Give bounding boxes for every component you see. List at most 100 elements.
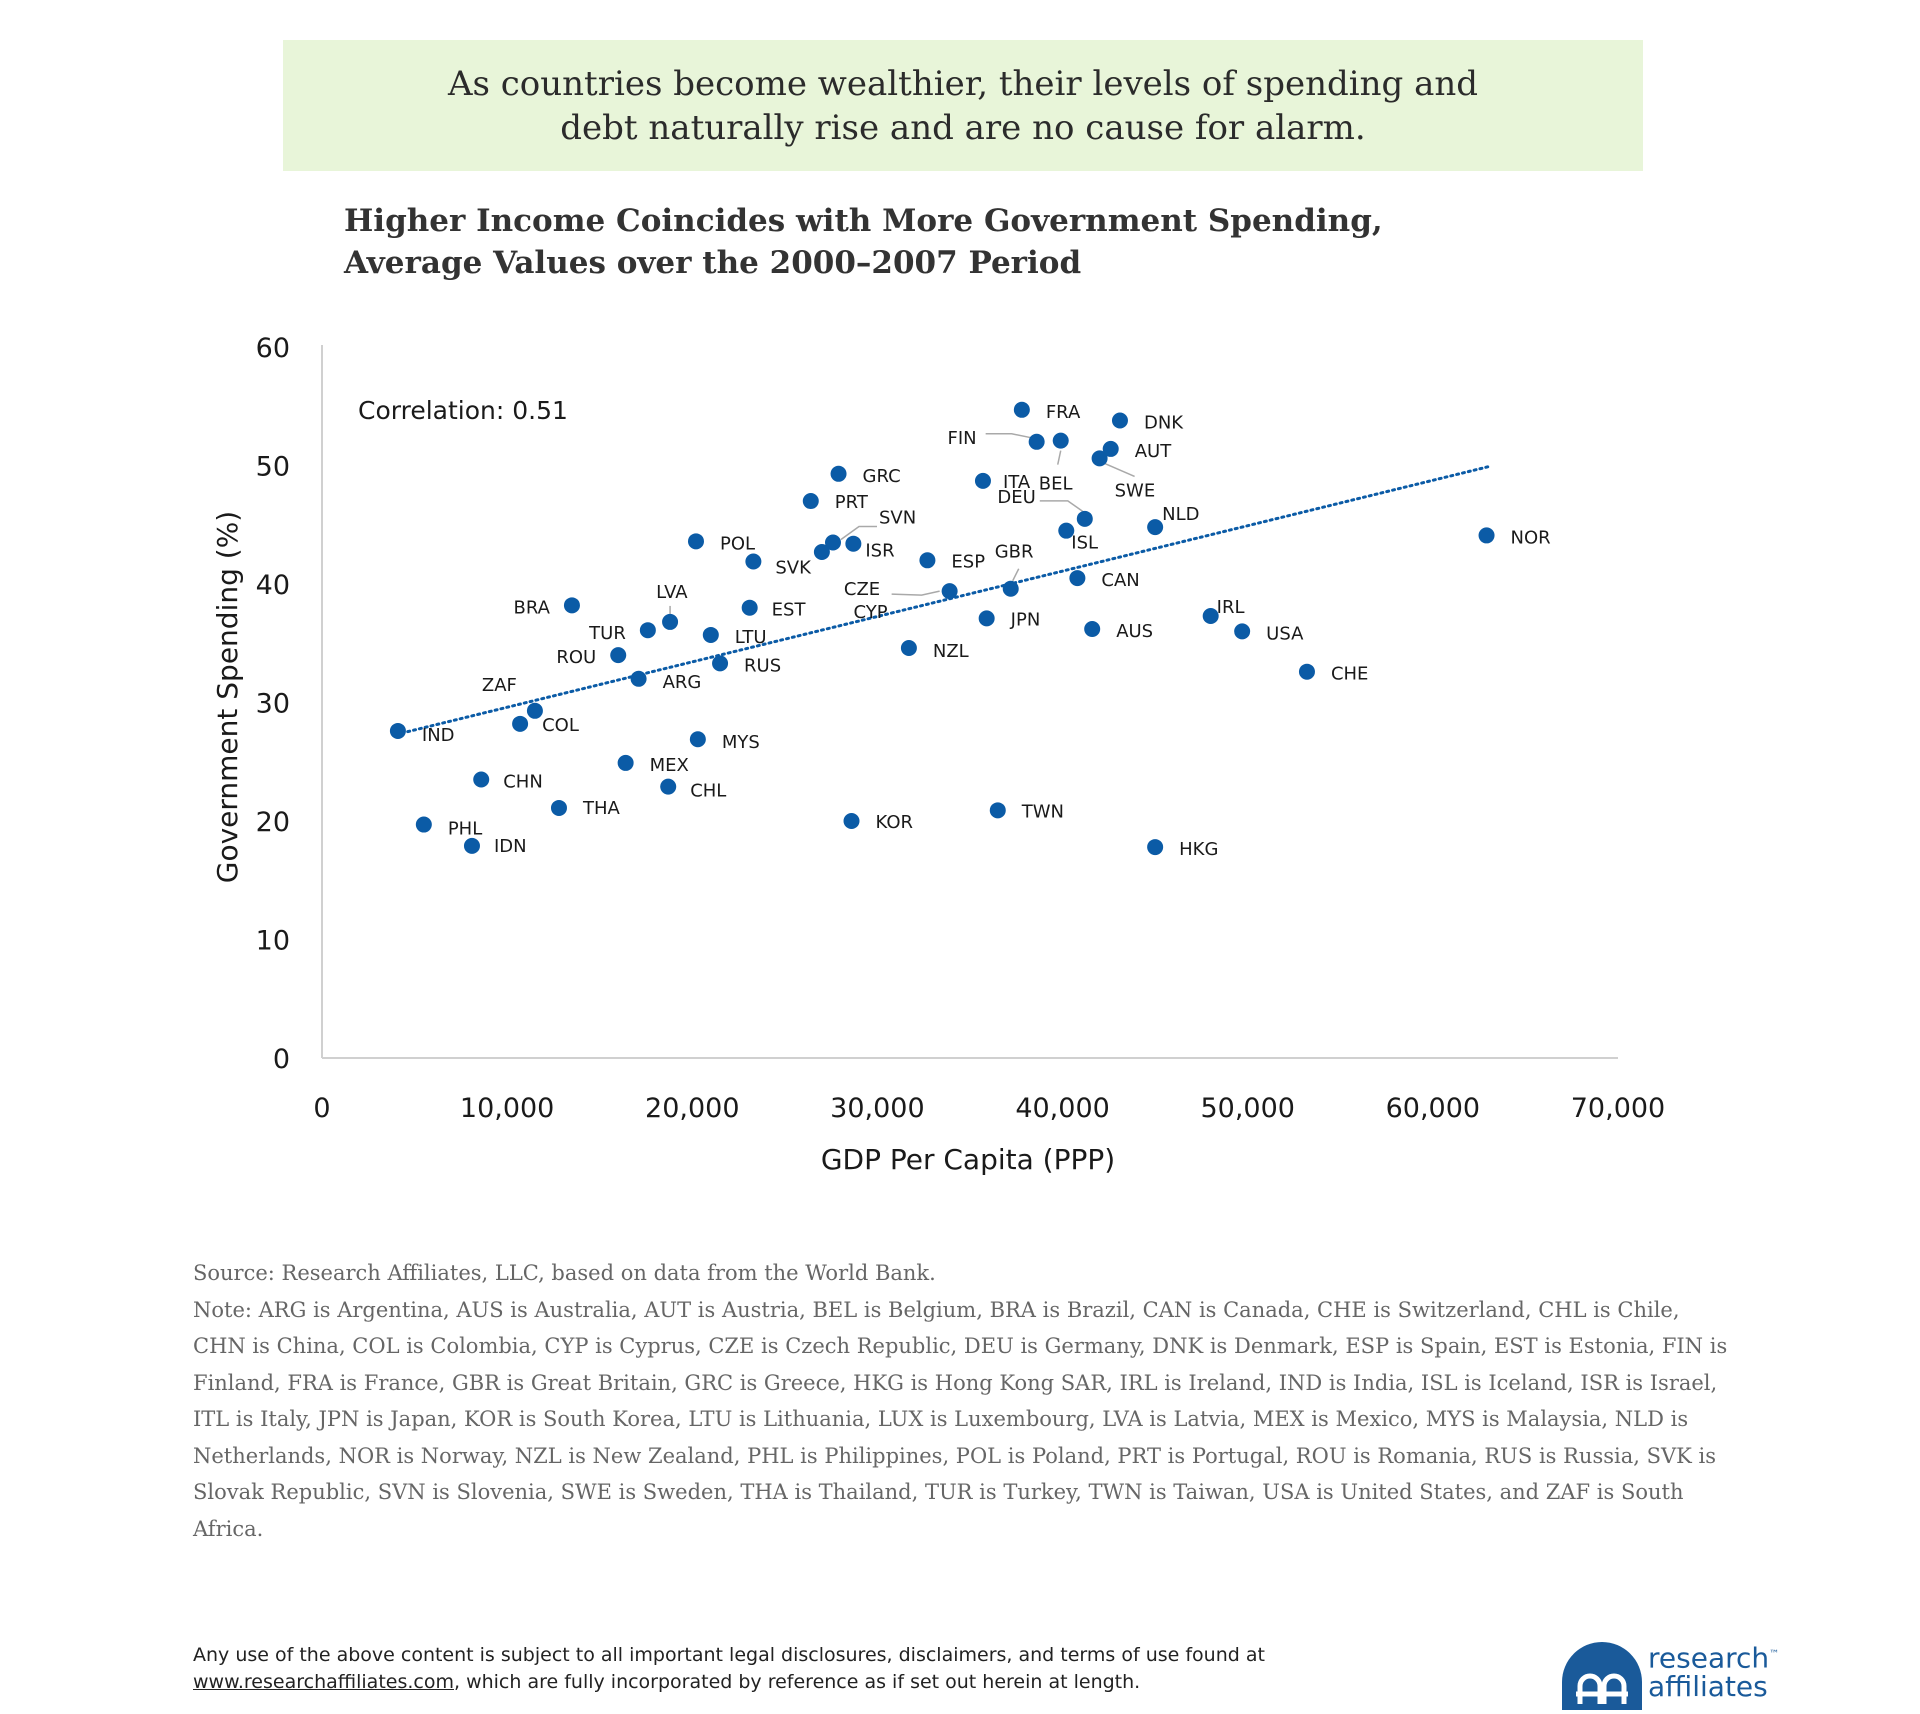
point-bra: [563, 597, 580, 614]
point-label-est: EST: [772, 600, 807, 621]
logo-trademark: ™: [1769, 1649, 1780, 1660]
point-cyp: [941, 583, 958, 600]
point-label-svk: SVK: [775, 557, 812, 578]
point-twn: [989, 802, 1006, 819]
footer-line2-rest: , which are fully incorporated by refere…: [453, 1671, 1141, 1693]
point-label-nld: NLD: [1162, 504, 1199, 525]
y-tick-label: 0: [273, 1044, 290, 1075]
point-label-col: COL: [542, 715, 579, 736]
point-rou: [610, 647, 627, 664]
point-kor: [843, 813, 860, 829]
x-tick-label: 40,000: [1015, 1093, 1109, 1124]
point-svk: [745, 553, 762, 570]
point-label-rou: ROU: [556, 647, 596, 668]
point-label-irl: IRL: [1217, 597, 1245, 618]
point-label-arg: ARG: [663, 672, 702, 693]
point-nor: [1478, 527, 1495, 544]
footer-line2: www.researchaffiliates.com, which are fu…: [193, 1669, 1373, 1696]
point-label-isr: ISR: [865, 541, 894, 562]
point-label-chn: CHN: [503, 772, 543, 793]
point-label-swe: SWE: [1115, 480, 1156, 501]
chart-title-line2: Average Values over the 2000–2007 Period: [344, 245, 1082, 281]
point-label-esp: ESP: [951, 551, 985, 572]
point-label-prt: PRT: [835, 492, 869, 513]
point-rus: [712, 655, 729, 672]
point-label-idn: IDN: [494, 836, 527, 857]
point-label-deu: DEU: [997, 487, 1035, 508]
x-tick-label: 60,000: [1386, 1093, 1480, 1124]
x-axis-label: GDP Per Capita (PPP): [821, 1143, 1115, 1176]
leader-line-fin: [985, 433, 1032, 439]
point-arg: [630, 670, 647, 687]
point-label-mex: MEX: [650, 755, 689, 776]
research-affiliates-logo: research™ affiliates: [1562, 1630, 1792, 1710]
logo-word-research: research: [1648, 1641, 1770, 1675]
logo-wordmark: research™ affiliates: [1648, 1640, 1779, 1701]
point-isr: [845, 535, 862, 552]
point-label-bra: BRA: [513, 597, 550, 618]
chart-title-line1: Higher Income Coincides with More Govern…: [344, 203, 1383, 239]
x-tick-label: 20,000: [645, 1093, 739, 1124]
point-label-mys: MYS: [722, 732, 760, 753]
note-paragraph: Note: ARG is Argentina, AUS is Australia…: [193, 1297, 1728, 1541]
point-svn: [824, 534, 841, 551]
point-ind: [389, 722, 406, 739]
point-fra: [1013, 401, 1030, 418]
point-tha: [550, 799, 567, 816]
leader-line-svn: [840, 525, 877, 541]
point-bel: [1052, 432, 1069, 449]
point-label-grc: GRC: [863, 466, 901, 487]
point-usa: [1234, 623, 1251, 640]
point-esp: [919, 552, 936, 569]
y-tick-label: 60: [256, 333, 290, 364]
point-grc: [830, 465, 847, 482]
logo-word-affiliates: affiliates: [1648, 1670, 1768, 1704]
point-swe: [1091, 450, 1108, 467]
point-label-gbr: GBR: [995, 542, 1034, 563]
point-label-nzl: NZL: [933, 641, 969, 662]
points-group: IND PHL IDN CHN COL ZAF THA BRA ROU MEX ARG TUR LVA C…: [389, 401, 1551, 860]
point-label-phl: PHL: [448, 819, 482, 840]
point-label-chl: CHL: [690, 781, 726, 802]
point-mex: [617, 754, 634, 771]
point-gbr: [1002, 580, 1019, 597]
point-ita: [974, 472, 991, 489]
point-nld: [1147, 519, 1164, 536]
x-tick-label: 30,000: [830, 1093, 924, 1124]
source-line: Source: Research Affiliates, LLC, based …: [193, 1261, 936, 1285]
y-tick-label: 40: [256, 570, 290, 601]
leader-line-deu: [1039, 500, 1086, 514]
point-label-fra: FRA: [1046, 402, 1081, 423]
website-link[interactable]: www.researchaffiliates.com: [193, 1671, 454, 1693]
point-isl: [1058, 522, 1075, 539]
point-label-aus: AUS: [1116, 621, 1153, 642]
point-est: [741, 599, 758, 616]
point-label-bel: BEL: [1039, 474, 1073, 495]
point-che: [1298, 663, 1315, 680]
point-tur: [639, 622, 656, 639]
point-label-hkg: HKG: [1179, 839, 1218, 860]
leader-line-swe: [1104, 462, 1135, 478]
point-label-cyp: CYP: [854, 602, 888, 623]
y-tick-label: 10: [256, 926, 290, 957]
point-label-fin: FIN: [948, 428, 977, 449]
logo-mark-icon: [1562, 1642, 1642, 1710]
source-notes: Source: Research Affiliates, LLC, based …: [193, 1255, 1733, 1547]
point-fin: [1028, 433, 1045, 450]
point-label-svn: SVN: [879, 508, 916, 529]
point-label-dnk: DNK: [1144, 412, 1184, 433]
point-label-rus: RUS: [744, 655, 781, 676]
point-label-ltu: LTU: [735, 627, 767, 648]
y-tick-label: 20: [256, 807, 290, 838]
leader-line-cyp: [891, 590, 940, 596]
point-deu: [1076, 510, 1093, 527]
point-irl: [1202, 607, 1219, 624]
point-dnk: [1111, 412, 1128, 429]
x-tick-label: 0: [313, 1093, 330, 1124]
point-ltu: [702, 626, 719, 643]
point-lva: [662, 613, 679, 630]
point-label-tha: THA: [582, 798, 621, 819]
scatter-chart: 0 10,000 20,000 30,000 40,000 50,000 60,000 70,…: [211, 333, 1665, 1176]
point-nzl: [900, 639, 917, 656]
point-jpn: [978, 610, 995, 627]
